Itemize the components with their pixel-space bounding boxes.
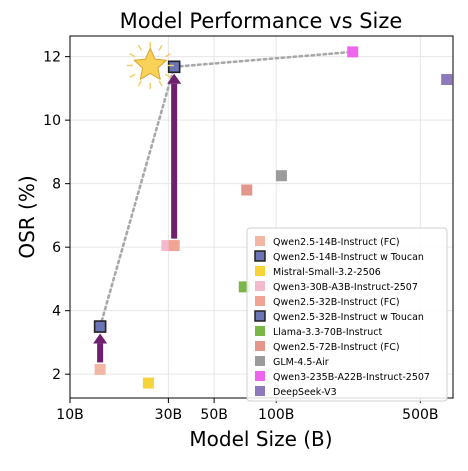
arrow-head — [93, 333, 108, 344]
data-point — [161, 240, 173, 252]
y-axis-ticks: 2 4 6 8 10 12 — [43, 50, 70, 383]
y-tick-label: 2 — [52, 367, 61, 383]
data-point — [347, 46, 359, 58]
data-point — [168, 240, 180, 252]
legend-label: Qwen2.5-32B-Instruct (FC) — [273, 297, 400, 308]
legend-swatch — [255, 281, 265, 291]
star-ray — [158, 80, 163, 87]
data-point — [241, 184, 253, 196]
star-ray — [165, 73, 171, 78]
legend-swatch — [254, 310, 266, 322]
data-point — [441, 74, 453, 86]
x-tick-label: 500B — [402, 407, 438, 423]
star-ray — [165, 53, 171, 58]
legend-swatch — [254, 250, 266, 262]
star-ray — [129, 73, 136, 78]
x-tick-label: 30B — [155, 407, 182, 423]
data-point — [93, 320, 107, 333]
star-ray — [137, 44, 142, 51]
data-point — [167, 60, 181, 74]
legend-label: Llama-3.3-70B-Instruct — [273, 327, 382, 338]
y-axis-label: OSR (%) — [15, 175, 39, 258]
y-tick-label: 12 — [43, 50, 61, 66]
y-tick-label: 10 — [43, 113, 61, 129]
x-tick-label: 100B — [258, 407, 294, 423]
arrow-head — [167, 73, 182, 84]
legend-label: Mistral-Small-3.2-2506 — [273, 267, 381, 278]
x-tick-label: 50B — [200, 407, 227, 423]
y-tick-label: 8 — [52, 177, 61, 193]
legend-swatch — [255, 356, 265, 366]
legend-label: Qwen2.5-14B-Instruct w Toucan — [273, 252, 424, 263]
x-axis-label: Model Size (B) — [189, 427, 332, 451]
legend-label: Qwen3-30B-A3B-Instruct-2507 — [273, 282, 418, 293]
star-shape — [133, 48, 167, 80]
star-ray — [129, 53, 136, 58]
legend-label: Qwen2.5-14B-Instruct (FC) — [273, 237, 400, 248]
legend-box — [246, 227, 448, 402]
y-tick-label: 6 — [52, 240, 61, 256]
data-point — [238, 281, 250, 293]
data-point — [275, 170, 287, 182]
legend-swatch — [255, 386, 265, 396]
star-ray — [137, 80, 142, 87]
legend-swatch — [255, 341, 265, 351]
y-tick-label: 4 — [52, 304, 61, 320]
star-ray — [158, 44, 163, 51]
star-icon — [126, 41, 174, 90]
data-points — [93, 46, 453, 389]
legend-swatch — [255, 236, 265, 246]
legend-swatch — [255, 266, 265, 276]
legend: Qwen2.5-14B-Instruct (FC) Qwen2.5-14B-Ins… — [246, 227, 448, 402]
legend-label: Qwen3-235B-A22B-Instruct-2507 — [273, 372, 430, 383]
legend-label: DeepSeek-V3 — [273, 387, 337, 398]
legend-swatch — [255, 296, 265, 306]
x-tick-label: 10B — [56, 407, 83, 423]
chart-title: Model Performance vs Size — [120, 9, 403, 33]
data-point — [142, 377, 154, 389]
legend-swatch — [255, 326, 265, 336]
legend-label: GLM-4.5-Air — [273, 357, 329, 368]
legend-swatch — [255, 371, 265, 381]
legend-label: Qwen2.5-72B-Instruct (FC) — [273, 342, 400, 353]
data-point — [94, 363, 106, 375]
x-axis-ticks: 10B 30B 50B 100B 500B — [56, 398, 439, 423]
legend-label: Qwen2.5-32B-Instruct w Toucan — [273, 312, 424, 323]
improvement-arrows — [93, 73, 182, 363]
